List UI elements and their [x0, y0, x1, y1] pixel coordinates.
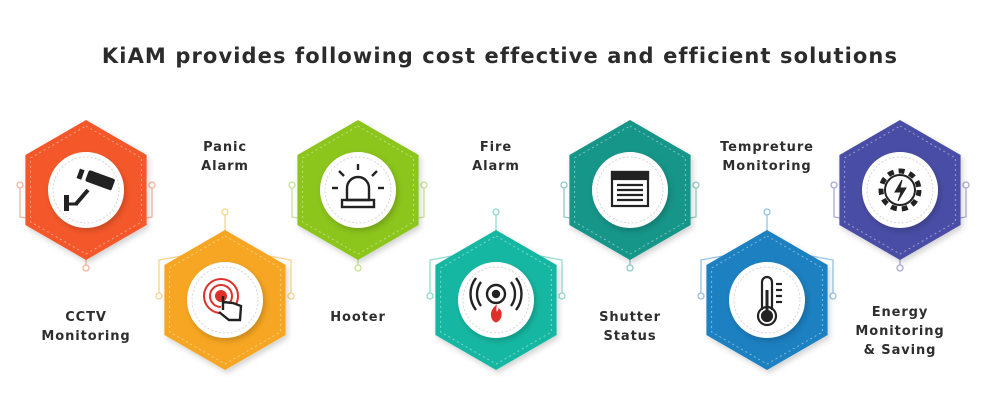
cctv-camera-icon [64, 168, 115, 211]
thermometer-icon [756, 275, 782, 327]
hex-energy-monitoring [839, 120, 961, 260]
hex-fire-alarm [435, 230, 557, 370]
solution-label-cctv: CCTV Monitoring [41, 310, 131, 344]
solution-label-panic: Panic Alarm [201, 140, 249, 174]
fire-alarm-icon [469, 277, 523, 323]
hex-hooter [297, 120, 419, 260]
hex-shutter-status [569, 120, 691, 260]
hex-temperature-monitoring [706, 230, 828, 370]
panic-button-icon [203, 278, 243, 322]
hex-cctv-monitoring [25, 120, 147, 260]
hex-panic-alarm [164, 230, 286, 370]
page-title: KiAM provides following cost effective a… [101, 44, 899, 68]
shutter-icon [610, 170, 650, 208]
solution-label-energy: Energy Monitoring & Saving [855, 305, 945, 358]
solution-label-temperature: Tempreture Monitoring [720, 140, 814, 174]
solution-label-hooter: Hooter [330, 310, 386, 325]
solution-label-shutter: Shutter Status [599, 310, 661, 344]
energy-gear-icon [878, 168, 922, 212]
solution-label-fire: Fire Alarm [472, 140, 520, 174]
siren-icon [332, 164, 384, 209]
